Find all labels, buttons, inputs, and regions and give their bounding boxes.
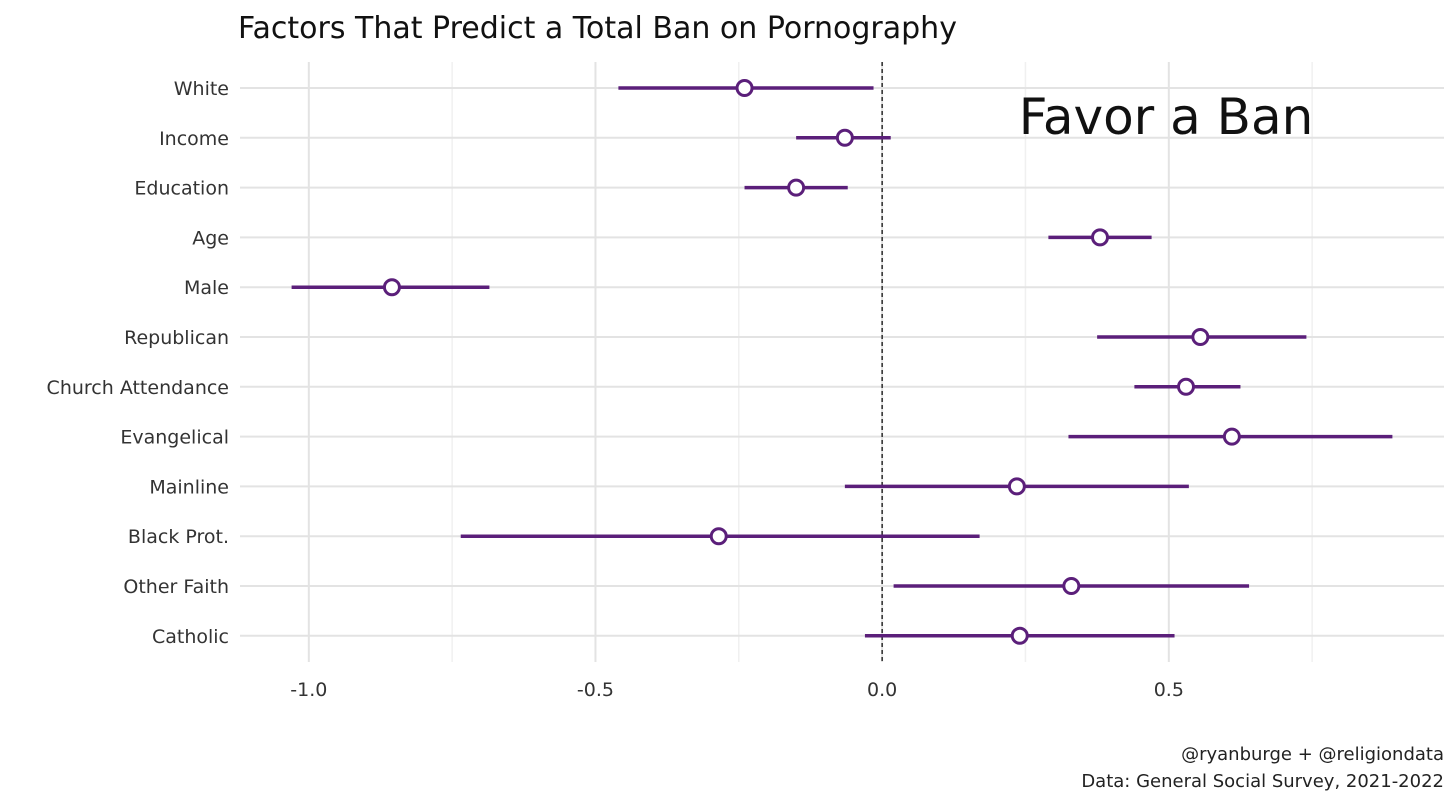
estimate-point [1062, 577, 1081, 595]
estimate-point [1007, 477, 1026, 496]
category-label: Republican [124, 327, 229, 349]
category-label: Black Prot. [128, 526, 229, 548]
x-tick-label: 0.0 [867, 679, 897, 701]
category-label: Age [192, 227, 229, 249]
estimate-point [1191, 328, 1210, 346]
estimate-point [1010, 626, 1029, 645]
category-label: Mainline [149, 476, 229, 498]
chart-title: Factors That Predict a Total Ban on Porn… [238, 11, 957, 46]
x-tick-label: 0.5 [1154, 679, 1184, 701]
grid [240, 62, 1444, 662]
estimate-point [787, 178, 806, 197]
y-axis: White Income Education Age Male Republican Chu… [47, 78, 229, 648]
plot-marks [291, 79, 1393, 645]
category-label: Catholic [152, 626, 229, 648]
x-tick-label: -0.5 [577, 679, 614, 701]
category-label: Church Attendance [47, 377, 229, 399]
estimate-point [735, 79, 754, 97]
category-label: Evangelical [120, 427, 229, 449]
favor-ban-annotation: Favor a Ban [1019, 88, 1314, 146]
category-label: Education [134, 178, 229, 200]
estimate-point [709, 527, 728, 546]
category-label: Other Faith [123, 576, 229, 598]
estimate-point [382, 278, 401, 297]
estimate-point [1177, 377, 1195, 396]
estimate-point [835, 128, 854, 147]
x-tick-label: -1.0 [290, 679, 327, 701]
category-label: Income [159, 128, 229, 150]
estimate-point [1091, 228, 1109, 247]
estimate-point [1222, 427, 1241, 446]
category-label: Male [184, 277, 229, 299]
caption-source: Data: General Social Survey, 2021-2022 [1081, 771, 1444, 792]
category-label: White [174, 78, 229, 100]
caption-credit: @ryanburge + @religiondata [1181, 744, 1444, 765]
x-axis: -1.0 -0.5 0.0 0.5 [290, 679, 1184, 701]
